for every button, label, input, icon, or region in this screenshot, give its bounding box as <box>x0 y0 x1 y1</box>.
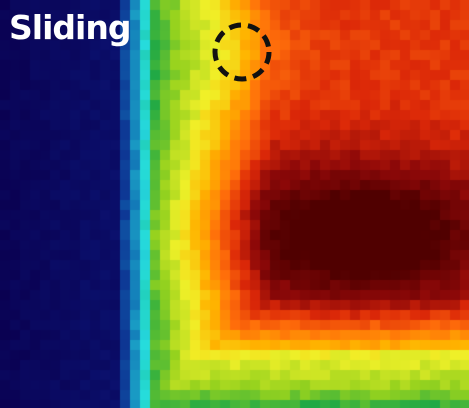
panel-title: Sliding <box>9 8 131 47</box>
marker-ring <box>212 22 272 82</box>
dashed-circle-marker <box>212 22 272 82</box>
